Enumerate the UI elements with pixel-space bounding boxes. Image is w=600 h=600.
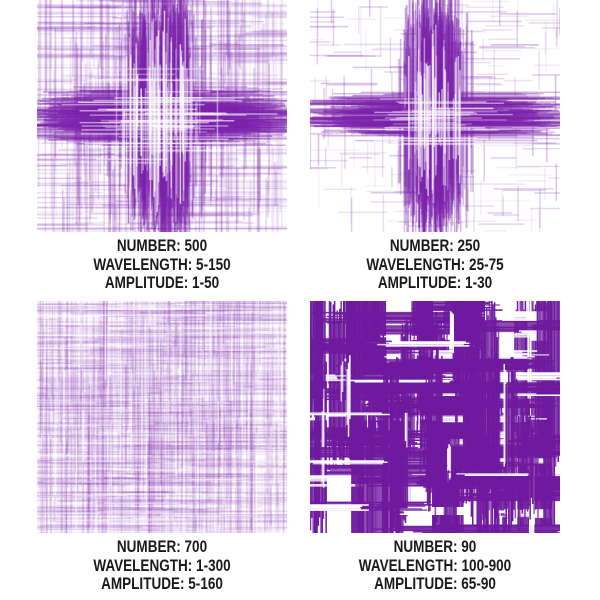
wavelength-label: WAVELENGTH: 100-900 [358,556,512,575]
amplitude-label: AMPLITUDE: 5-160 [101,575,223,593]
amplitude-label: AMPLITUDE: 1-30 [377,274,493,292]
number-label: NUMBER: 500 [116,237,208,255]
texture-canvas-2 [310,0,560,232]
texture-panel-2 [310,0,560,232]
texture-canvas-3 [37,301,287,533]
texture-caption-1: NUMBER: 500 WAVELENGTH: 5-150 AMPLITUDE:… [60,237,265,293]
amplitude-label: AMPLITUDE: 1-50 [104,274,220,292]
wavelength-label: WAVELENGTH: 25-75 [366,255,504,274]
amplitude-label: AMPLITUDE: 65-90 [374,575,496,593]
texture-panel-4 [310,301,560,533]
number-label: NUMBER: 700 [116,538,208,556]
texture-canvas-1 [37,0,287,232]
number-label: NUMBER: 250 [389,237,481,255]
texture-caption-4: NUMBER: 90 WAVELENGTH: 100-900 AMPLITUDE… [333,538,538,594]
texture-caption-3: NUMBER: 700 WAVELENGTH: 1-300 AMPLITUDE:… [60,538,265,594]
number-label: NUMBER: 90 [393,538,477,556]
texture-panel-3 [37,301,287,533]
wavelength-label: WAVELENGTH: 1-300 [93,556,231,575]
texture-canvas-4 [310,301,560,533]
texture-panel-1 [37,0,287,232]
wavelength-label: WAVELENGTH: 5-150 [93,255,231,274]
texture-caption-2: NUMBER: 250 WAVELENGTH: 25-75 AMPLITUDE:… [333,237,538,293]
